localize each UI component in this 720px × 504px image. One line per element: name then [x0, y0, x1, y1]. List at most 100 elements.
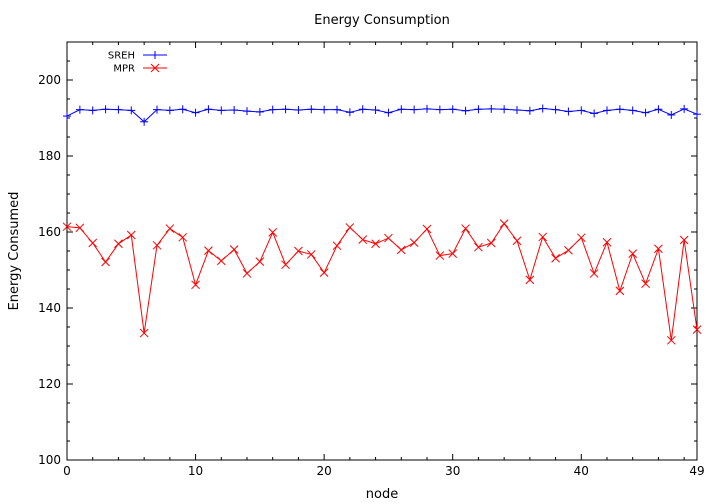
- x-tick-label: 40: [574, 464, 589, 478]
- x-tick-label: 30: [445, 464, 460, 478]
- data-point: [153, 105, 161, 114]
- legend-marker-mpr: [150, 63, 160, 73]
- data-point: [281, 105, 290, 114]
- data-point: [538, 232, 548, 242]
- x-axis-label: node: [366, 487, 398, 502]
- data-point: [88, 238, 98, 248]
- data-point: [602, 237, 612, 247]
- data-point: [654, 105, 663, 114]
- data-point: [435, 251, 445, 260]
- data-point: [75, 223, 85, 233]
- data-point: [332, 241, 342, 251]
- data-point: [229, 245, 239, 254]
- data-point: [88, 106, 97, 115]
- data-point: [615, 286, 625, 296]
- data-point: [358, 105, 367, 114]
- plot-border: [66, 41, 698, 461]
- data-point: [667, 110, 676, 119]
- data-point: [345, 223, 355, 232]
- data-point: [410, 105, 419, 114]
- data-point: [512, 236, 522, 246]
- legend-marker-sreh: [151, 51, 159, 59]
- data-point: [281, 260, 290, 270]
- data-point: [165, 224, 175, 233]
- data-point: [693, 110, 701, 119]
- x-tick-label: 0: [63, 464, 71, 478]
- series-line-mpr: [66, 222, 698, 341]
- data-point: [306, 250, 316, 259]
- plot-area: 100 120 140 160 180 200 0 10 20 30 40 49: [38, 41, 705, 478]
- data-point: [242, 269, 252, 278]
- data-point: [139, 328, 149, 338]
- data-point: [127, 106, 136, 115]
- legend-label-mpr: MPR: [113, 64, 135, 75]
- data-point: [345, 108, 354, 117]
- data-point: [320, 105, 329, 114]
- data-point: [590, 109, 599, 118]
- data-point: [294, 106, 303, 115]
- data-point: [140, 117, 149, 126]
- data-point: [513, 106, 521, 115]
- data-point: [461, 106, 470, 115]
- data-point: [63, 112, 71, 121]
- data-point: [499, 219, 509, 228]
- series-line-sreh: [66, 107, 698, 123]
- y-tick-label: 180: [38, 149, 61, 163]
- data-point: [538, 104, 547, 113]
- data-point: [500, 105, 509, 114]
- chart-title: Energy Consumption: [314, 13, 450, 28]
- data-point: [474, 242, 483, 252]
- data-point: [333, 105, 341, 114]
- data-point: [396, 245, 406, 255]
- x-tick-label: 10: [188, 464, 203, 478]
- data-point: [358, 235, 368, 244]
- data-point: [576, 233, 586, 243]
- data-point: [641, 279, 650, 289]
- data-point: [384, 233, 393, 243]
- data-point: [204, 105, 213, 114]
- data-point: [603, 106, 611, 115]
- data-point: [641, 108, 650, 117]
- data-point: [435, 105, 444, 114]
- data-point: [525, 106, 534, 115]
- data-point: [255, 257, 265, 266]
- data-point: [243, 107, 251, 116]
- data-point: [307, 105, 316, 114]
- data-point: [101, 105, 110, 114]
- data-point: [217, 106, 226, 115]
- data-point: [114, 105, 123, 114]
- data-point: [422, 224, 432, 234]
- y-axis-label: Energy Consumed: [7, 192, 22, 311]
- data-point: [114, 239, 123, 249]
- data-point: [692, 325, 702, 335]
- data-point: [448, 105, 457, 114]
- data-point: [654, 244, 663, 254]
- data-point: [178, 105, 187, 114]
- data-point: [319, 268, 329, 278]
- data-point: [474, 105, 483, 114]
- data-point: [152, 240, 162, 250]
- data-point: [294, 246, 303, 256]
- data-point: [666, 335, 676, 345]
- y-tick-label: 140: [38, 301, 61, 315]
- data-point: [525, 275, 535, 285]
- legend-label-sreh: SREH: [108, 51, 135, 62]
- data-point: [204, 246, 213, 255]
- data-point: [564, 245, 573, 255]
- data-point: [165, 106, 174, 115]
- data-point: [397, 105, 406, 114]
- data-point: [216, 256, 226, 266]
- data-point: [75, 105, 84, 114]
- data-point: [409, 238, 419, 247]
- data-point: [551, 105, 560, 114]
- data-point: [268, 105, 277, 114]
- data-point: [461, 224, 470, 233]
- data-point: [101, 257, 110, 267]
- data-point: [589, 269, 599, 278]
- data-point: [371, 106, 380, 115]
- x-tick-label: 49: [689, 464, 704, 478]
- data-point: [384, 108, 393, 117]
- data-point: [487, 104, 496, 113]
- data-point: [191, 280, 200, 290]
